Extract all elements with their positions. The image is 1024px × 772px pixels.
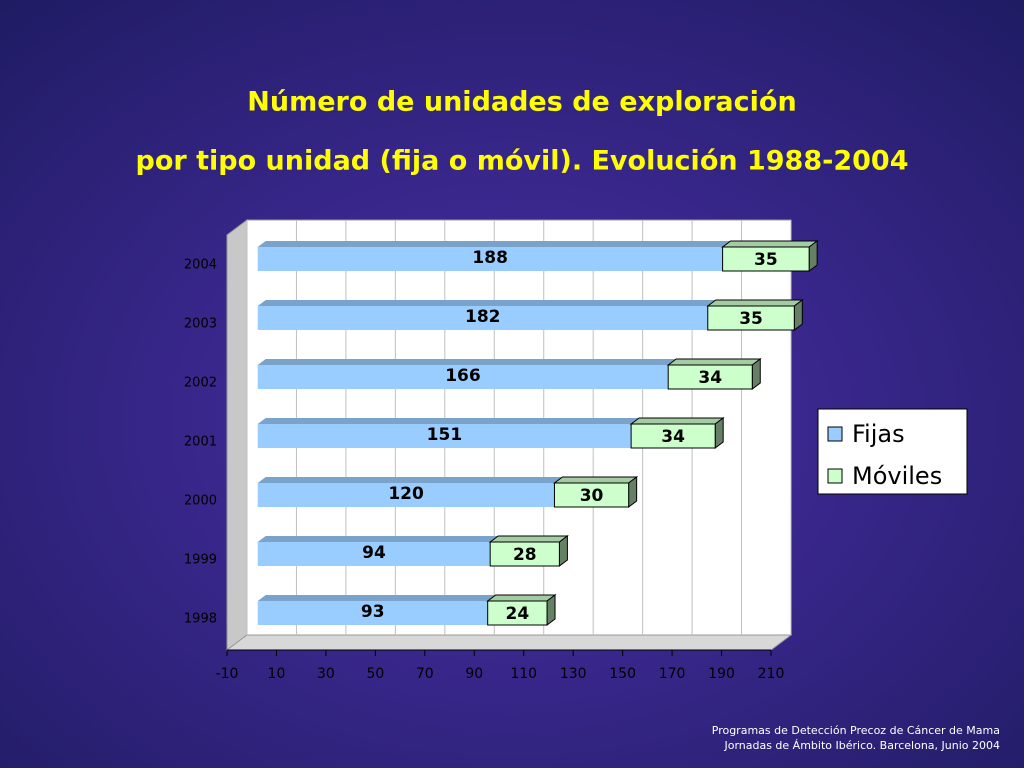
bar-top <box>629 417 725 425</box>
data-label: 94 <box>362 543 386 563</box>
bar <box>257 300 716 330</box>
bar <box>552 476 639 508</box>
legend-swatch <box>827 468 843 484</box>
x-tick-label: 70 <box>416 666 434 682</box>
legend-label: Móviles <box>852 462 942 490</box>
data-label: 166 <box>445 366 481 386</box>
bar <box>257 241 731 271</box>
title-line: Número de unidades de exploración <box>247 87 796 118</box>
x-tick-label: 210 <box>758 666 785 682</box>
bar-top <box>257 300 716 306</box>
y-tick-label: 2002 <box>184 376 217 391</box>
x-tick-label: 10 <box>268 666 286 682</box>
data-label: 34 <box>661 427 685 447</box>
bar-front <box>489 541 560 567</box>
bar <box>257 477 563 507</box>
data-label: 182 <box>465 307 501 327</box>
data-label: 188 <box>472 248 508 268</box>
bar-top <box>721 240 819 248</box>
y-tick-label: 2001 <box>184 435 217 450</box>
bar <box>486 594 557 626</box>
bar-front <box>257 542 491 566</box>
bar-front <box>707 305 795 331</box>
data-label: 35 <box>739 309 763 329</box>
legend-box <box>817 408 968 495</box>
bar <box>488 535 569 567</box>
bar-front <box>553 482 630 508</box>
x-tick-label: 190 <box>708 666 735 682</box>
bar-side <box>751 358 761 390</box>
bar-top <box>257 536 499 542</box>
bar-front <box>257 365 669 389</box>
data-label: 151 <box>427 425 463 445</box>
bar <box>629 417 725 449</box>
data-label: 24 <box>506 604 530 624</box>
footnote: Programas de Detección Precoz de Cáncer … <box>712 724 1000 737</box>
bar-front <box>487 600 548 626</box>
left-wall <box>226 219 248 651</box>
bar-front <box>257 306 708 330</box>
bar-top <box>257 241 731 247</box>
x-tick-label: 50 <box>366 666 384 682</box>
bar <box>706 299 804 331</box>
bar-side <box>793 299 803 331</box>
y-tick-label: 1998 <box>184 612 217 627</box>
x-tick-label: 130 <box>560 666 587 682</box>
bar-side <box>628 476 638 508</box>
bar-top <box>706 299 804 307</box>
title-line: por tipo unidad (fija o móvil). Evolució… <box>136 146 909 177</box>
bar-front <box>257 424 632 448</box>
bar-front <box>667 364 753 390</box>
x-tick-label: 30 <box>317 666 335 682</box>
bar-front <box>257 483 555 507</box>
bar-top <box>488 535 569 543</box>
bar-top <box>552 476 639 484</box>
bar-top <box>257 595 496 601</box>
bar-side <box>714 417 724 449</box>
footnote: Jornadas de Ámbito Ibérico. Barcelona, J… <box>723 739 1000 752</box>
y-tick-label: 2000 <box>184 494 217 509</box>
bar-top <box>486 594 557 602</box>
x-tick-label: 170 <box>659 666 686 682</box>
x-tick-label: 150 <box>609 666 636 682</box>
bar <box>257 359 677 389</box>
y-tick-label: 2004 <box>184 258 217 273</box>
bar-top <box>257 418 640 424</box>
bar <box>666 358 762 390</box>
bar-front <box>257 601 488 625</box>
x-tick-label: 110 <box>510 666 537 682</box>
y-tick-label: 1999 <box>184 553 217 568</box>
bar-front <box>722 246 810 272</box>
data-label: 34 <box>698 368 722 388</box>
bar-top <box>257 477 563 483</box>
legend-swatch <box>827 426 843 442</box>
data-label: 93 <box>361 602 385 622</box>
data-label: 28 <box>513 545 537 565</box>
bar-side <box>558 535 568 567</box>
legend-label: Fijas <box>852 420 905 448</box>
bar-front <box>630 423 716 449</box>
bar-top <box>666 358 762 366</box>
bar <box>257 595 496 625</box>
x-tick-label: 90 <box>465 666 483 682</box>
bar-top <box>257 359 677 365</box>
floor <box>225 634 793 651</box>
bar-side <box>808 240 818 272</box>
data-label: 120 <box>388 484 424 504</box>
bar-front <box>257 247 723 271</box>
data-label: 35 <box>754 250 778 270</box>
bar <box>721 240 819 272</box>
y-tick-label: 2003 <box>184 317 217 332</box>
bar-side <box>546 594 556 626</box>
data-label: 30 <box>580 486 604 506</box>
x-tick-label: -10 <box>216 666 239 682</box>
